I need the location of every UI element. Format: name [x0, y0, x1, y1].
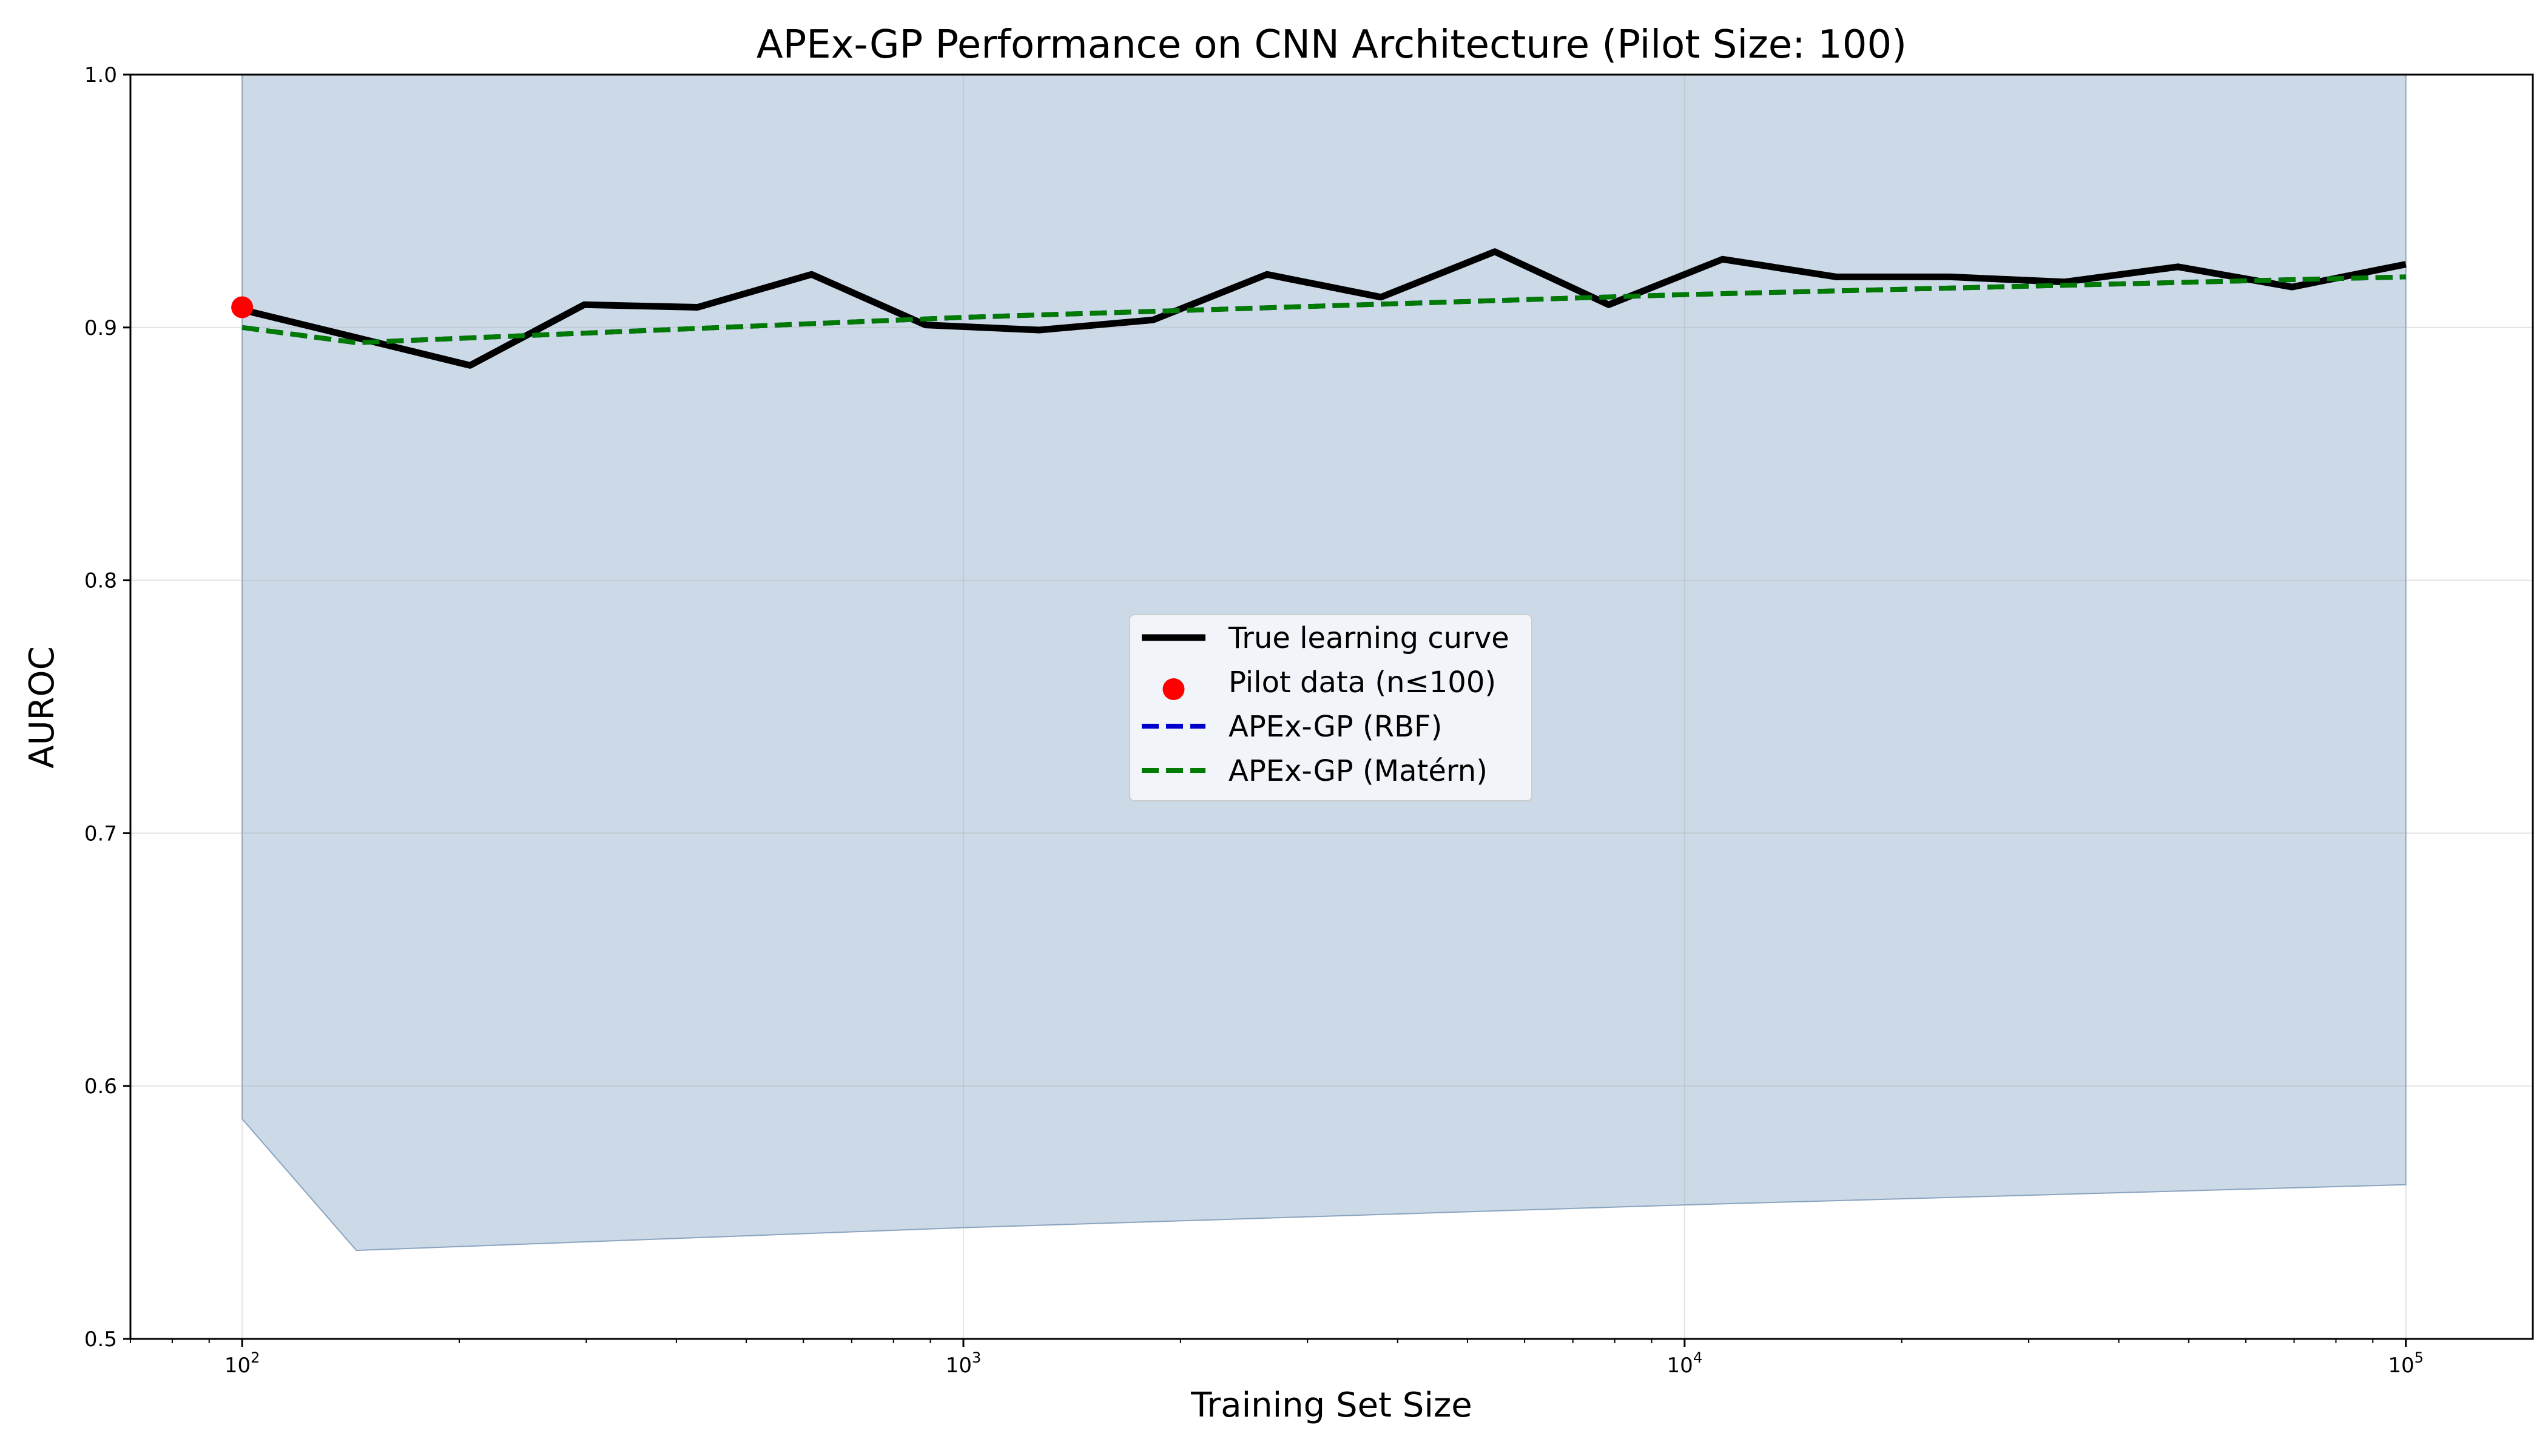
legend-marker [1162, 678, 1185, 700]
y-tick-label: 0.5 [84, 1327, 117, 1352]
x-axis-title: Training Set Size [1190, 1386, 1472, 1425]
x-tick-label: 104 [1667, 1349, 1703, 1378]
legend-label: APEx-GP (RBF) [1228, 710, 1442, 744]
y-tick-label: 0.9 [84, 316, 117, 340]
series-line-4 [241, 274, 2406, 345]
y-axis-title: AUROC [22, 646, 62, 768]
y-tick-label: 0.7 [84, 821, 117, 846]
series-line-1 [241, 248, 2407, 369]
x-tick-label: 105 [2388, 1349, 2424, 1378]
legend-box [1129, 614, 1532, 801]
y-tick-label: 1.0 [84, 63, 117, 87]
legend-label: APEx-GP (Matérn) [1228, 754, 1488, 788]
x-tick-label: 102 [224, 1349, 260, 1378]
x-tick-label: 103 [946, 1349, 982, 1378]
axes-frame [129, 73, 2534, 1340]
pilot-data-point [231, 296, 254, 318]
y-tick-label: 0.6 [84, 1074, 117, 1099]
legend-label: Pilot data (n≤100) [1228, 666, 1496, 699]
legend-label: True learning curve [1228, 621, 1509, 655]
legend: True learning curve Pilot data (n≤100) APE… [1129, 614, 1532, 801]
y-tick-label: 0.8 [84, 569, 117, 593]
chart-title: APEx-GP Performance on CNN Architecture … [757, 22, 1907, 67]
